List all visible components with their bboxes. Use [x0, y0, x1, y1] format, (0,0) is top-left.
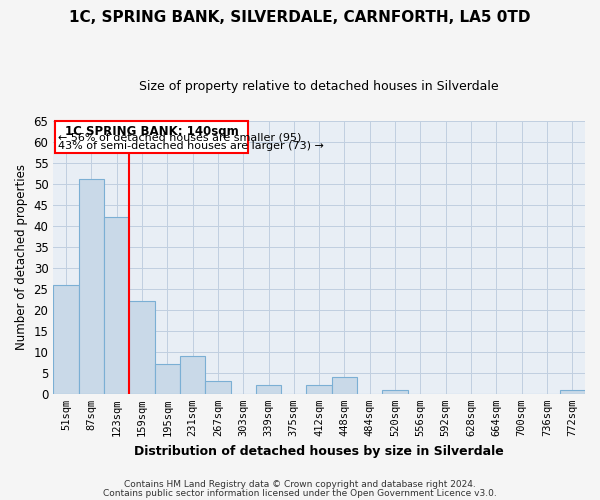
Bar	[180, 356, 205, 394]
Text: Contains HM Land Registry data © Crown copyright and database right 2024.: Contains HM Land Registry data © Crown c…	[124, 480, 476, 489]
Bar	[205, 381, 230, 394]
Text: 43% of semi-detached houses are larger (73) →: 43% of semi-detached houses are larger (…	[58, 140, 324, 150]
Title: Size of property relative to detached houses in Silverdale: Size of property relative to detached ho…	[139, 80, 499, 93]
Bar	[256, 386, 281, 394]
Bar	[104, 217, 129, 394]
Bar	[307, 386, 332, 394]
Y-axis label: Number of detached properties: Number of detached properties	[15, 164, 28, 350]
Bar	[560, 390, 585, 394]
X-axis label: Distribution of detached houses by size in Silverdale: Distribution of detached houses by size …	[134, 444, 504, 458]
Bar	[129, 302, 155, 394]
Bar	[53, 284, 79, 394]
Bar	[155, 364, 180, 394]
FancyBboxPatch shape	[55, 120, 248, 154]
Text: Contains public sector information licensed under the Open Government Licence v3: Contains public sector information licen…	[103, 488, 497, 498]
Text: ← 56% of detached houses are smaller (95): ← 56% of detached houses are smaller (95…	[58, 132, 302, 142]
Text: 1C SPRING BANK: 140sqm: 1C SPRING BANK: 140sqm	[65, 125, 238, 138]
Bar	[382, 390, 408, 394]
Bar	[332, 377, 357, 394]
Text: 1C, SPRING BANK, SILVERDALE, CARNFORTH, LA5 0TD: 1C, SPRING BANK, SILVERDALE, CARNFORTH, …	[69, 10, 531, 25]
Bar	[79, 180, 104, 394]
